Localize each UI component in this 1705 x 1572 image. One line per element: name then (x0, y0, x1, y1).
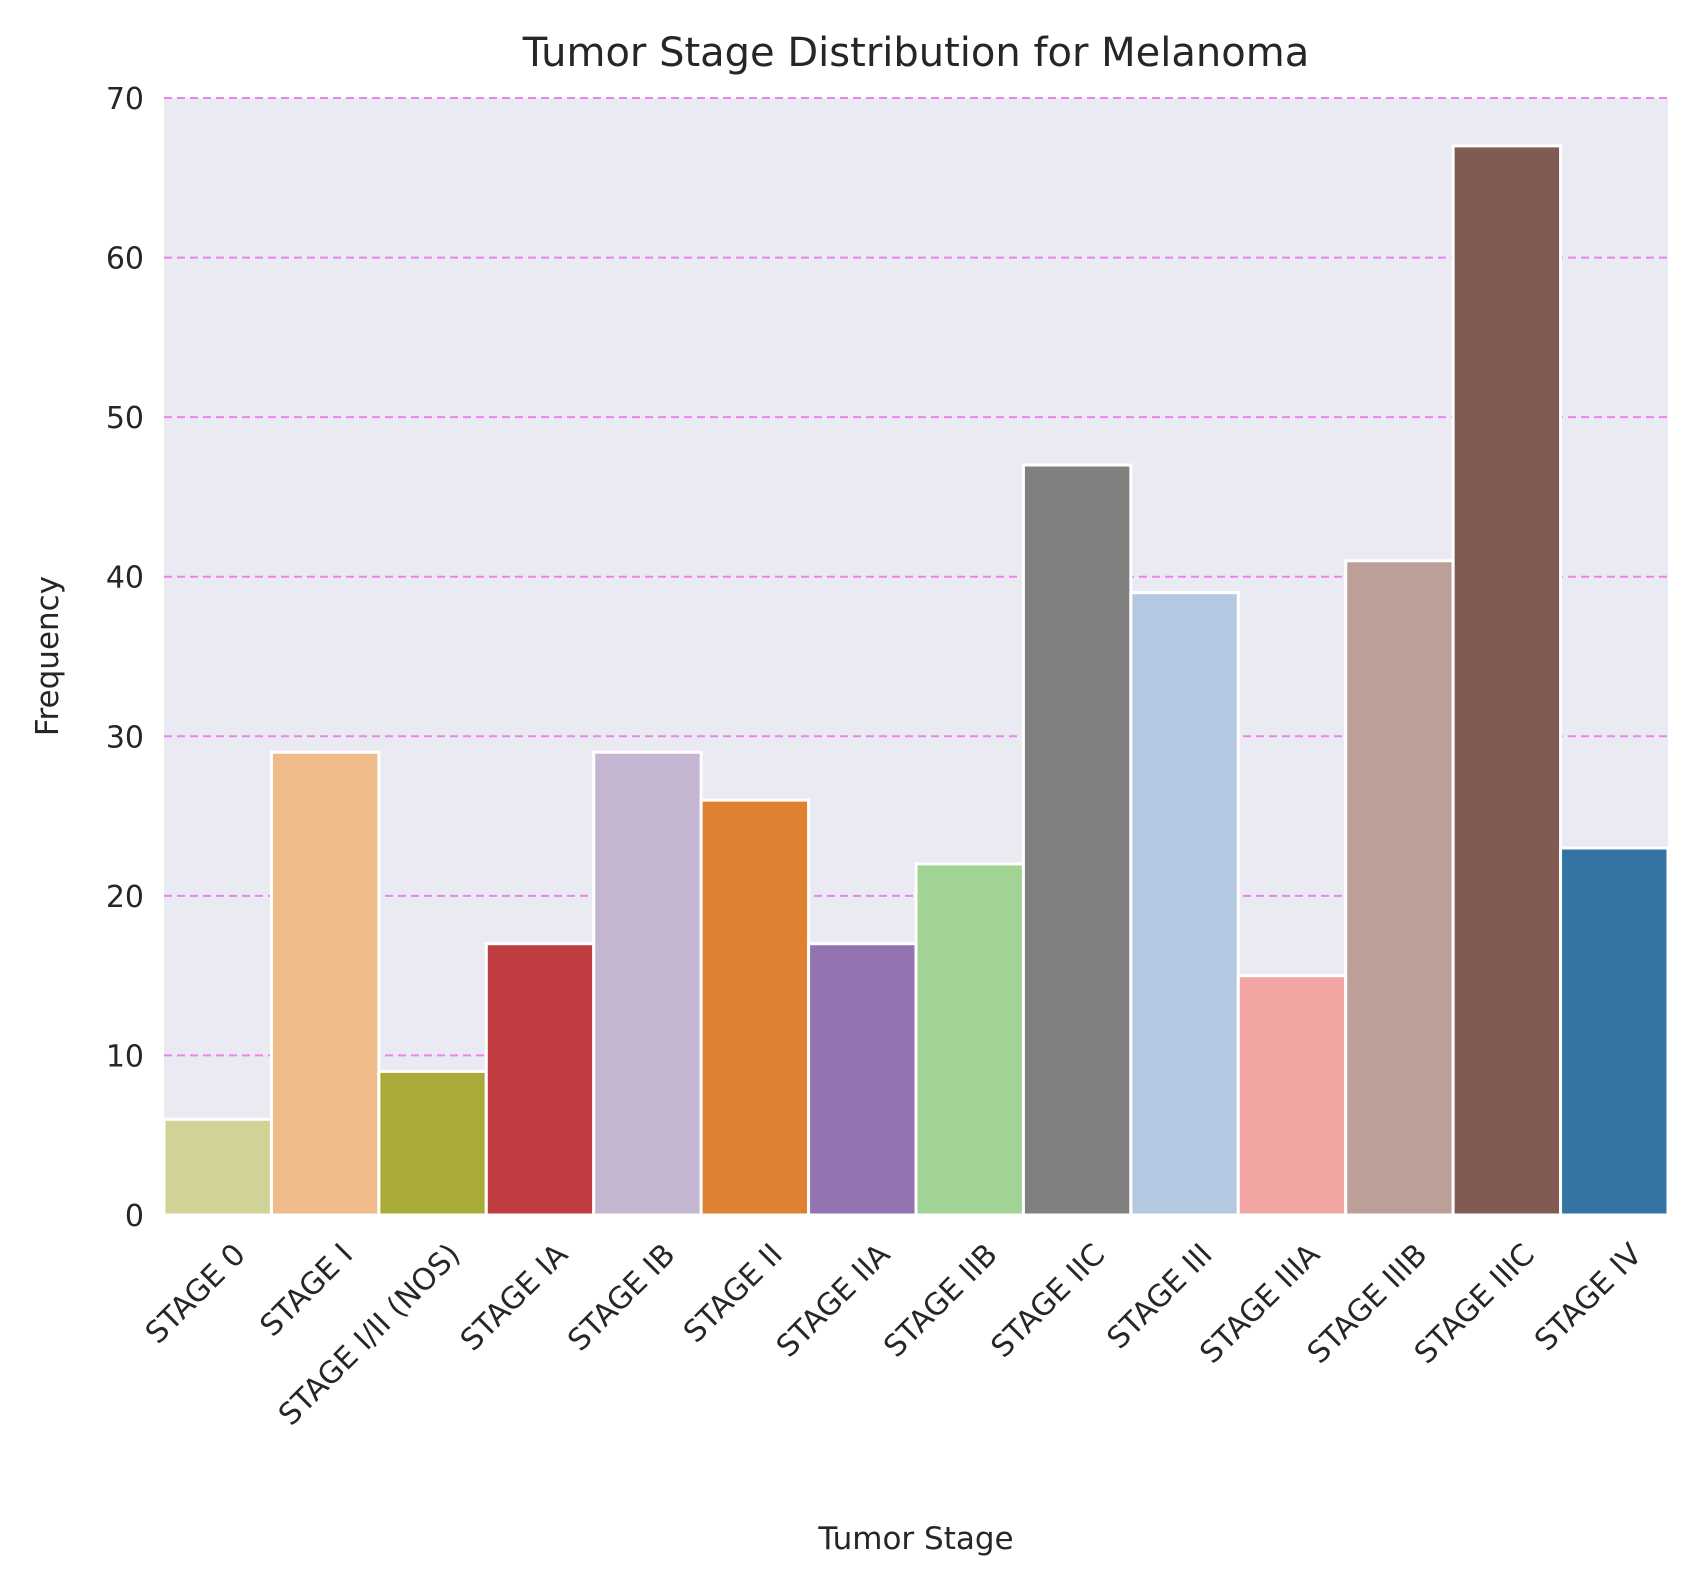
bar (1021, 463, 1133, 1217)
x-tick-label: STAGE IV (1528, 1237, 1649, 1358)
x-tick-label: STAGE IIB (877, 1237, 1004, 1364)
y-tick-label: 40 (106, 561, 144, 596)
y-tick-label: 10 (106, 1039, 144, 1074)
bar (484, 942, 596, 1217)
bar (1236, 974, 1348, 1217)
bar (1344, 559, 1455, 1217)
y-tick-label: 50 (106, 401, 144, 436)
x-tick-label: STAGE I (254, 1237, 361, 1344)
x-tick-label: STAGE I/II (NOS) (272, 1237, 467, 1432)
bars (162, 144, 1670, 1217)
x-tick-label: STAGE 0 (139, 1237, 253, 1351)
bar (1129, 591, 1240, 1217)
bar (1451, 144, 1563, 1217)
y-tick-label: 20 (106, 880, 144, 915)
bar (914, 862, 1025, 1217)
x-tick-label: STAGE IB (561, 1237, 682, 1358)
bar (377, 1069, 488, 1217)
y-tick-label: 70 (106, 82, 144, 117)
x-tick-label: STAGE II (677, 1237, 790, 1350)
bar (699, 798, 811, 1217)
bar (162, 1117, 273, 1217)
chart-title: Tumor Stage Distribution for Melanoma (522, 30, 1309, 76)
y-tick-label: 60 (106, 242, 144, 277)
y-tick-labels: 0 10 20 30 40 50 60 70 (106, 82, 144, 1234)
bar (807, 942, 918, 1217)
y-axis-label: Frequency (30, 576, 66, 736)
x-axis-label: Tumor Stage (817, 1521, 1013, 1557)
x-tick-label: STAGE IIC (984, 1237, 1112, 1365)
y-tick-label: 30 (106, 720, 144, 755)
bar (269, 750, 381, 1217)
bar (592, 750, 703, 1217)
bar (1559, 846, 1670, 1217)
x-tick-label: STAGE IA (454, 1237, 575, 1358)
x-tick-label: STAGE IIA (770, 1237, 898, 1365)
y-tick-label: 0 (125, 1199, 144, 1234)
